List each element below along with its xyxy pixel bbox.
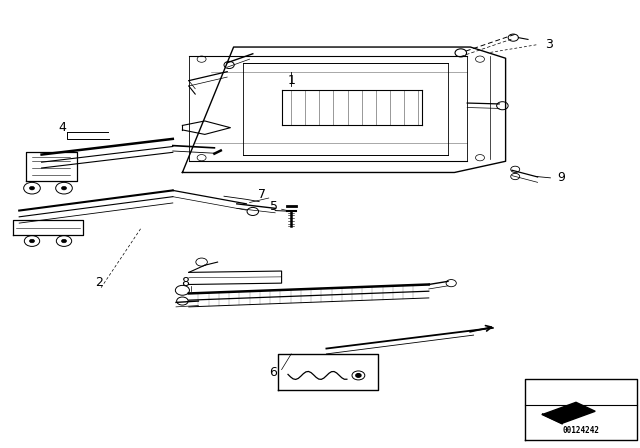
Text: 8: 8 [182,276,189,289]
Text: 4: 4 [59,121,67,134]
Circle shape [61,186,67,190]
Circle shape [29,239,35,243]
Circle shape [61,239,67,243]
Polygon shape [543,402,595,423]
Text: 00124242: 00124242 [563,426,600,435]
Text: 7: 7 [259,188,266,202]
Text: 9: 9 [557,171,565,185]
Text: 3: 3 [545,38,553,52]
Text: 1: 1 [287,74,295,87]
Text: 6: 6 [269,366,277,379]
Text: 5: 5 [270,199,278,213]
Text: 2: 2 [95,276,103,289]
Circle shape [29,186,35,190]
Circle shape [356,374,361,377]
